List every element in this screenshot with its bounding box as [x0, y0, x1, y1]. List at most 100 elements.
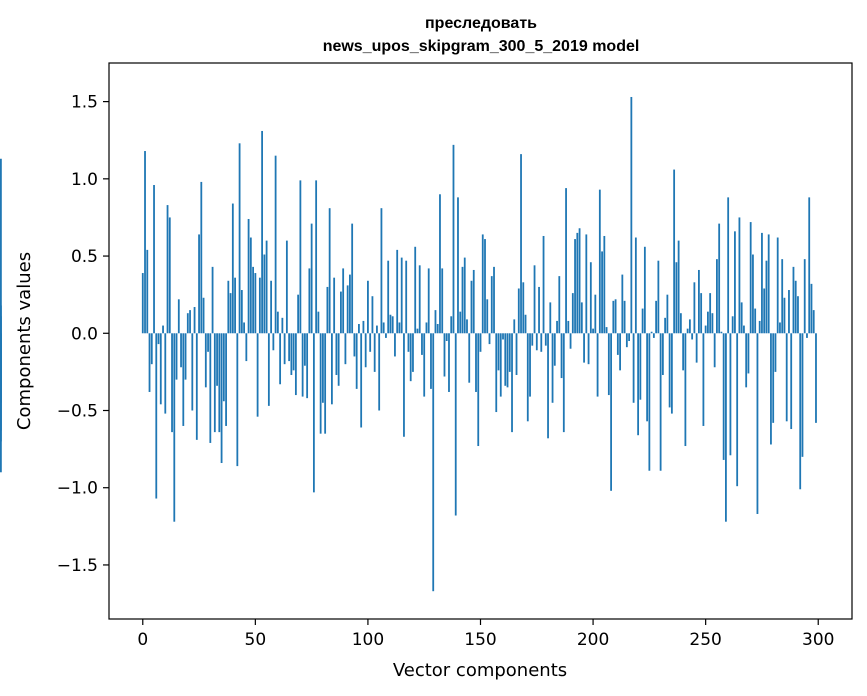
bar: [754, 308, 757, 334]
bar: [189, 310, 191, 334]
bar: [272, 333, 275, 351]
bar: [569, 333, 572, 349]
bar: [394, 333, 396, 357]
bar: [540, 333, 543, 352]
bar: [177, 299, 180, 334]
x-tick-label: 100: [352, 630, 384, 650]
x-tick-label: 150: [464, 630, 496, 650]
bar: [166, 205, 169, 334]
bar: [182, 333, 185, 426]
bar: [270, 280, 273, 334]
bar: [661, 333, 664, 375]
bar: [720, 331, 723, 334]
bar: [454, 333, 457, 516]
bar: [387, 260, 390, 334]
bar: [639, 333, 642, 400]
bar: [385, 333, 387, 338]
bar: [693, 282, 696, 334]
bar: [493, 266, 495, 334]
bar: [686, 328, 689, 334]
bar: [565, 188, 567, 334]
bar: [551, 333, 554, 403]
bar: [249, 237, 252, 334]
bar: [781, 259, 784, 334]
bar: [673, 169, 676, 334]
bar: [670, 333, 673, 414]
bar: [567, 320, 570, 334]
bar: [371, 296, 374, 334]
bar: [364, 333, 367, 368]
chart-title: преследовать: [425, 15, 537, 32]
bar: [204, 333, 207, 388]
bar: [324, 333, 327, 434]
bar: [180, 333, 182, 368]
bar: [677, 240, 680, 334]
bar: [479, 333, 482, 352]
bar: [423, 333, 426, 397]
bar: [220, 333, 223, 464]
bar: [664, 317, 667, 334]
bar: [619, 333, 621, 371]
bar: [0, 158, 2, 334]
y-tick-label: −1.5: [57, 556, 98, 576]
bar: [466, 319, 468, 334]
bar: [234, 277, 236, 334]
bar: [355, 333, 358, 389]
bar: [191, 333, 194, 411]
bar: [159, 333, 162, 405]
bar: [632, 333, 635, 403]
bar: [195, 333, 198, 440]
bar: [580, 302, 583, 334]
bar: [758, 320, 761, 334]
bar: [162, 325, 164, 334]
bar: [382, 322, 385, 334]
bar: [752, 254, 754, 334]
bar: [186, 313, 189, 334]
bar: [418, 265, 421, 334]
bar: [353, 333, 356, 357]
bar: [267, 333, 270, 406]
bar: [326, 286, 329, 334]
bar: [414, 246, 417, 334]
bar: [337, 333, 340, 386]
bar: [150, 333, 153, 365]
bar: [657, 260, 660, 334]
bar: [148, 333, 151, 392]
bar: [486, 299, 489, 334]
bar: [171, 333, 173, 433]
bar: [722, 333, 725, 460]
bar: [216, 333, 218, 386]
bar: [450, 316, 453, 334]
bar: [448, 333, 450, 392]
bar: [276, 311, 279, 334]
bar: [315, 180, 318, 334]
bar: [285, 240, 288, 334]
bar: [659, 333, 662, 471]
bar: [425, 322, 428, 334]
bar: [682, 333, 685, 371]
bar: [245, 333, 248, 362]
x-axis-ticks: 0 50 100 150 200 250 300: [137, 619, 834, 650]
bar: [297, 294, 300, 334]
bar: [803, 259, 806, 334]
bar: [331, 333, 333, 405]
bar: [184, 333, 187, 380]
bar: [344, 333, 347, 365]
bar: [243, 322, 245, 334]
y-tick-label: 0.5: [71, 247, 98, 267]
bar: [603, 235, 606, 334]
bar: [515, 333, 518, 375]
bar: [279, 333, 282, 385]
bar: [770, 333, 772, 445]
bar: [610, 333, 612, 491]
bar: [292, 333, 295, 371]
bar: [502, 333, 504, 340]
bar: [772, 333, 775, 423]
bar: [409, 333, 412, 382]
bar: [684, 333, 687, 447]
bar: [695, 333, 698, 363]
y-axis-label: Components values: [14, 252, 35, 430]
bar: [531, 333, 534, 346]
bar: [783, 297, 786, 334]
